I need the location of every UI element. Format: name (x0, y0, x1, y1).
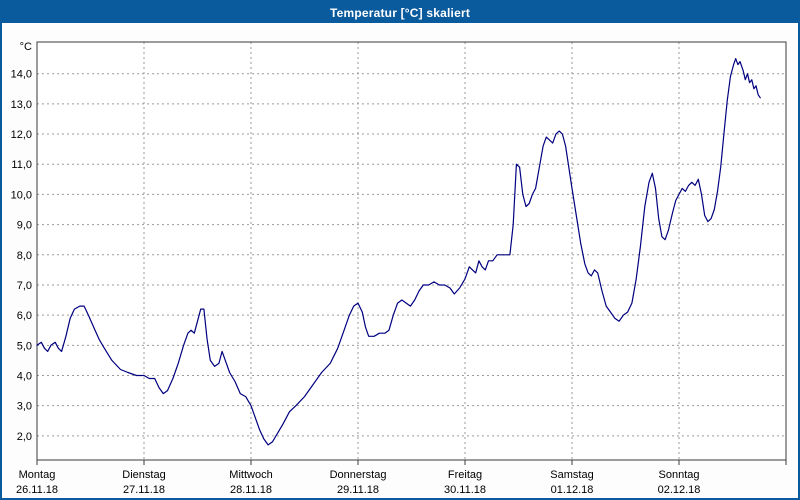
svg-text:9,0: 9,0 (17, 220, 32, 232)
svg-text:Mittwoch: Mittwoch (229, 469, 272, 481)
window-title: Temperatur [°C] skaliert (329, 5, 471, 20)
svg-text:01.12.18: 01.12.18 (551, 484, 594, 496)
svg-text:10,0: 10,0 (11, 189, 32, 201)
svg-text:Samstag: Samstag (550, 469, 593, 481)
svg-text:6,0: 6,0 (17, 310, 32, 322)
svg-text:Freitag: Freitag (448, 469, 482, 481)
svg-text:02.12.18: 02.12.18 (658, 484, 701, 496)
svg-text:5,0: 5,0 (17, 340, 32, 352)
svg-text:Montag: Montag (19, 469, 56, 481)
svg-text:28.11.18: 28.11.18 (230, 484, 272, 496)
svg-text:30.11.18: 30.11.18 (444, 484, 486, 496)
svg-text:12,0: 12,0 (11, 129, 32, 141)
titlebar: Temperatur [°C] skaliert (2, 2, 798, 23)
svg-text:°C: °C (20, 41, 32, 53)
svg-text:29.11.18: 29.11.18 (337, 484, 379, 496)
svg-text:26.11.18: 26.11.18 (16, 484, 58, 496)
svg-text:11,0: 11,0 (11, 159, 32, 171)
svg-text:3,0: 3,0 (17, 401, 32, 413)
svg-text:Donnerstag: Donnerstag (330, 469, 387, 481)
svg-text:Sonntag: Sonntag (659, 469, 700, 481)
svg-text:13,0: 13,0 (11, 99, 32, 111)
svg-text:27.11.18: 27.11.18 (123, 484, 165, 496)
svg-text:7,0: 7,0 (17, 280, 32, 292)
svg-text:8,0: 8,0 (17, 250, 32, 262)
svg-text:4,0: 4,0 (17, 370, 32, 382)
svg-text:Dienstag: Dienstag (122, 469, 165, 481)
svg-text:14,0: 14,0 (11, 69, 32, 81)
svg-text:2,0: 2,0 (17, 431, 32, 443)
